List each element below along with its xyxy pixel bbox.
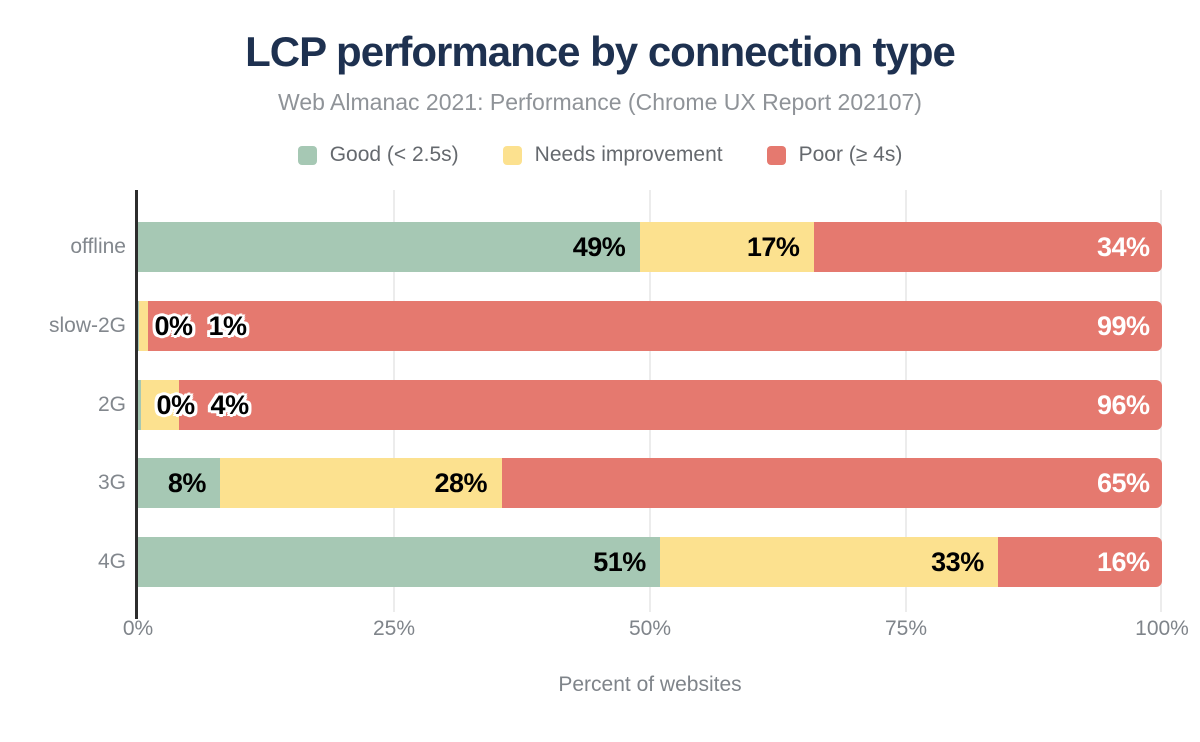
legend: Good (< 2.5s) Needs improvement Poor (≥ … <box>0 141 1200 169</box>
legend-label-poor: Poor (≥ 4s) <box>798 143 903 166</box>
bar-segment-good-4G[interactable] <box>138 537 661 587</box>
bar-value-label-needs-improvement-offline: 17% <box>746 232 800 262</box>
bar-row-3G: 8% 28% 65% <box>138 458 1162 509</box>
x-axis-zero-tick <box>135 612 138 619</box>
legend-item-poor[interactable]: Poor (≥ 4s) <box>766 143 903 167</box>
x-tick-75: 75% <box>884 617 928 640</box>
legend-item-good[interactable]: Good (< 2.5s) <box>297 143 459 167</box>
y-axis-line <box>135 190 138 612</box>
bar-segment-poor-offline[interactable] <box>813 222 1162 272</box>
bar-row-2G: 0% 4% 96% <box>138 379 1162 430</box>
legend-swatch-poor-icon <box>766 145 786 165</box>
legend-item-needs-improvement[interactable]: Needs improvement <box>502 143 723 167</box>
bar-segment-poor-slow-2G[interactable] <box>148 300 1162 351</box>
legend-label-good: Good (< 2.5s) <box>329 143 459 166</box>
bar-value-label-good-3G: 8% <box>167 468 207 499</box>
bar-value-label-needs-improvement-4G: 33% <box>931 547 984 577</box>
bar-row-slow-2G: 0% 1% 99% <box>138 300 1162 351</box>
x-tick-100: 100% <box>1135 617 1189 640</box>
bar-segment-needs-improvement-4G[interactable] <box>660 537 999 587</box>
y-axis-category-labels: offline slow-2G 2G 3G 4G <box>0 190 126 612</box>
bar-value-label-poor-2G: 96% <box>1097 389 1150 420</box>
x-axis-ticks: 0% 25% 50% 75% 100% <box>123 617 1189 643</box>
bar-value-label-good-slow-2G: 0% <box>154 310 194 341</box>
category-label-4G: 4G <box>97 550 126 573</box>
bar-segment-good-2G[interactable] <box>138 379 141 430</box>
x-axis-title: Percent of websites <box>558 673 742 696</box>
bar-value-label-needs-improvement-slow-2G: 1% <box>208 310 248 341</box>
bar-segment-poor-2G[interactable] <box>178 379 1162 430</box>
bar-value-label-poor-slow-2G: 99% <box>1097 310 1150 341</box>
x-tick-25: 25% <box>372 617 416 640</box>
bar-value-label-needs-improvement-2G: 4% <box>210 389 250 420</box>
bar-value-label-good-2G: 0% <box>156 389 196 420</box>
x-tick-0: 0% <box>122 617 154 640</box>
bar-segment-needs-improvement-3G[interactable] <box>219 458 502 509</box>
bar-segment-needs-improvement-2G[interactable] <box>140 379 179 430</box>
bar-row-offline: 49% 17% 34% <box>138 222 1162 272</box>
bar-segment-poor-3G[interactable] <box>501 458 1162 509</box>
category-label-2G: 2G <box>97 392 126 416</box>
category-label-slow-2G: slow-2G <box>48 313 126 337</box>
bar-value-label-good-offline: 49% <box>572 232 626 262</box>
bar-segment-needs-improvement-offline[interactable] <box>639 222 814 272</box>
chart-title: LCP performance by connection type <box>245 28 956 75</box>
x-tick-50: 50% <box>628 617 672 640</box>
bar-value-label-poor-4G: 16% <box>1097 547 1150 577</box>
bar-segment-poor-4G[interactable] <box>998 537 1162 587</box>
bar-segment-good-offline[interactable] <box>138 222 640 272</box>
legend-label-needs-improvement: Needs improvement <box>534 143 723 166</box>
bar-value-label-poor-3G: 65% <box>1097 468 1150 499</box>
legend-swatch-needs-improvement-icon <box>502 145 522 165</box>
bar-value-label-poor-offline: 34% <box>1097 232 1150 262</box>
legend-swatch-good-icon <box>297 145 317 165</box>
bar-segment-needs-improvement-slow-2G[interactable] <box>138 300 149 351</box>
bar-value-label-good-4G: 51% <box>593 547 646 577</box>
plot-area: 49% 17% 34% 0% 1% 99% 0% 4% 96% 8% 28% 65% 51% 33% 16% <box>135 190 1162 619</box>
bar-value-label-needs-improvement-3G: 28% <box>434 468 488 499</box>
bar-row-4G: 51% 33% 16% <box>138 537 1162 587</box>
chart-subtitle: Web Almanac 2021: Performance (Chrome UX… <box>278 89 922 115</box>
category-label-offline: offline <box>70 235 126 258</box>
bar-segment-good-3G[interactable] <box>138 458 220 509</box>
category-label-3G: 3G <box>97 471 126 495</box>
bar-segment-good-slow-2G[interactable] <box>138 300 139 351</box>
